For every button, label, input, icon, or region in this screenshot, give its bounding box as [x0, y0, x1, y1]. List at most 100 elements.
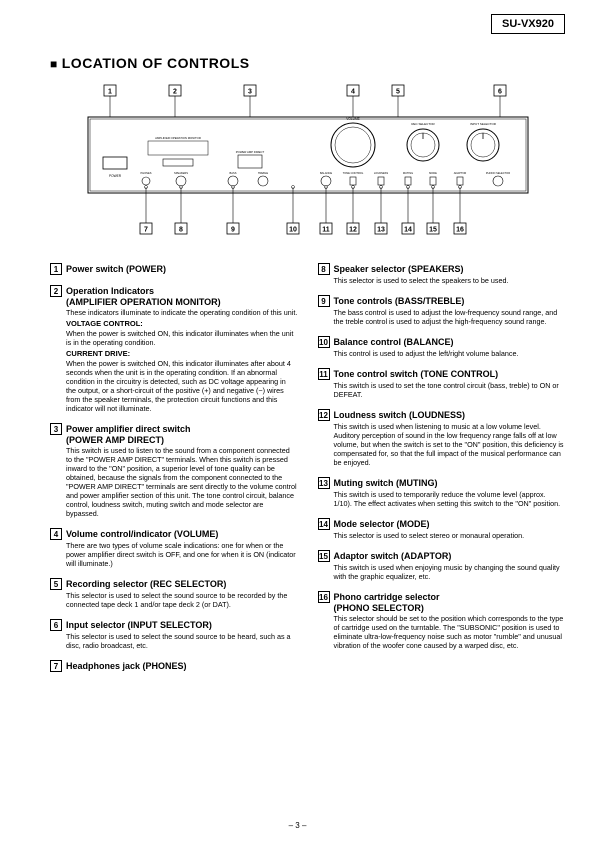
item-description: This switch is used when listening to mu…	[334, 422, 566, 467]
item-number-box: 14	[318, 518, 330, 530]
control-item-11: 11Tone control switch (TONE CONTROL)This…	[318, 368, 566, 399]
svg-text:3: 3	[248, 89, 252, 96]
item-title-text: Loudness switch (LOUDNESS)	[334, 410, 466, 420]
item-title-text: Tone controls (BASS/TREBLE)	[334, 296, 465, 306]
item-subtitle: (AMPLIFIER OPERATION MONITOR)	[66, 297, 298, 307]
item-number-box: 10	[318, 336, 330, 348]
item-title: 3 Power amplifier direct switch	[50, 423, 298, 435]
control-item-14: 14Mode selector (MODE)This selector is u…	[318, 518, 566, 540]
control-item-10: 10Balance control (BALANCE)This control …	[318, 336, 566, 358]
item-number-box: 7	[50, 660, 62, 672]
content-columns: 1Power switch (POWER) 2 Operation Indicato…	[50, 263, 565, 682]
page-title: ■LOCATION OF CONTROLS	[50, 55, 565, 71]
item-description: This selector is used to select the soun…	[66, 632, 298, 650]
item-block-text: When the power is switched ON, this indi…	[66, 359, 298, 413]
svg-text:LOUDNESS: LOUDNESS	[373, 171, 388, 175]
model-number-box: SU-VX920	[491, 14, 565, 34]
control-item-3: 3Power amplifier direct switch(POWER AMP…	[50, 423, 298, 518]
item-description: This selector is used to select stereo o…	[334, 531, 566, 540]
svg-text:INPUT SELECTOR: INPUT SELECTOR	[470, 122, 497, 126]
control-item-1: 1Power switch (POWER)	[50, 263, 298, 275]
item-number-box: 2	[50, 285, 62, 297]
item-title: 5Recording selector (REC SELECTOR)	[50, 578, 298, 590]
left-column: 1Power switch (POWER) 2 Operation Indicato…	[50, 263, 298, 682]
control-item-9: 9 Tone controls (BASS/TREBLE) The bass con…	[318, 295, 566, 326]
item-number-box: 3	[50, 423, 62, 435]
item-title: 15 Adaptor switch (ADAPTOR)	[318, 550, 566, 562]
right-column: 8 Speaker selector (SPEAKERS) This selecto…	[318, 263, 566, 682]
item-title: 14Mode selector (MODE)	[318, 518, 566, 530]
svg-text:10: 10	[289, 227, 297, 234]
item-title-text: Adaptor switch (ADAPTOR)	[334, 551, 452, 561]
item-title-text: Recording selector (REC SELECTOR)	[66, 579, 226, 589]
svg-text:REC SELECTOR: REC SELECTOR	[411, 122, 435, 126]
svg-text:7: 7	[144, 227, 148, 234]
item-title: 9 Tone controls (BASS/TREBLE)	[318, 295, 566, 307]
svg-text:PHONES: PHONES	[140, 171, 151, 175]
item-number-box: 9	[318, 295, 330, 307]
svg-text:4: 4	[351, 89, 355, 96]
item-block-heading: VOLTAGE CONTROL:	[66, 319, 298, 328]
item-title-text: Tone control switch (TONE CONTROL)	[334, 369, 499, 379]
page-number: – 3 –	[0, 821, 595, 830]
svg-text:MODE: MODE	[429, 171, 437, 175]
svg-text:12: 12	[349, 227, 357, 234]
item-number-box: 16	[318, 591, 330, 603]
svg-text:POWER AMP DIRECT: POWER AMP DIRECT	[235, 150, 264, 154]
svg-text:9: 9	[231, 227, 235, 234]
svg-text:13: 13	[377, 227, 385, 234]
item-subtitle: (PHONO SELECTOR)	[334, 603, 566, 613]
svg-text:6: 6	[498, 89, 502, 96]
control-item-8: 8 Speaker selector (SPEAKERS) This selecto…	[318, 263, 566, 285]
svg-text:5: 5	[396, 89, 400, 96]
item-number-box: 15	[318, 550, 330, 562]
item-description: There are two types of volume scale indi…	[66, 541, 298, 568]
control-item-6: 6 Input selector (INPUT SELECTOR) This sel…	[50, 619, 298, 650]
svg-text:VOLUME: VOLUME	[346, 117, 359, 121]
item-title: 8 Speaker selector (SPEAKERS)	[318, 263, 566, 275]
item-number-box: 8	[318, 263, 330, 275]
item-title-text: Input selector (INPUT SELECTOR)	[66, 620, 212, 630]
item-title-text: Balance control (BALANCE)	[334, 337, 454, 347]
item-block-heading: CURRENT DRIVE:	[66, 349, 298, 358]
item-description: This switch is used to set the tone cont…	[334, 381, 566, 399]
item-description: This switch is used to listen to the sou…	[66, 446, 298, 518]
svg-text:1: 1	[108, 89, 112, 96]
item-description: The bass control is used to adjust the l…	[334, 308, 566, 326]
control-item-15: 15 Adaptor switch (ADAPTOR) This switch is…	[318, 550, 566, 581]
item-title-text: Operation Indicators	[66, 286, 154, 296]
item-title-text: Power switch (POWER)	[66, 264, 166, 274]
svg-text:POWER: POWER	[108, 174, 121, 178]
item-title: 2 Operation Indicators	[50, 285, 298, 297]
item-number-box: 12	[318, 409, 330, 421]
item-title: 13 Muting switch (MUTING)	[318, 477, 566, 489]
svg-text:TONE CONTROL: TONE CONTROL	[342, 171, 363, 175]
item-title-text: Muting switch (MUTING)	[334, 478, 438, 488]
controls-diagram: 123456 POWER AMPLIFIER OPERATION MONITOR…	[68, 83, 548, 243]
item-title-text: Phono cartridge selector	[334, 592, 440, 602]
item-number-box: 6	[50, 619, 62, 631]
svg-text:BALANCE: BALANCE	[319, 171, 331, 175]
control-item-2: 2 Operation Indicators(AMPLIFIER OPERATIO…	[50, 285, 298, 413]
svg-text:8: 8	[179, 227, 183, 234]
item-title: 12 Loudness switch (LOUDNESS)	[318, 409, 566, 421]
item-description: This switch is used when enjoying music …	[334, 563, 566, 581]
item-description: This selector is used to select the spea…	[334, 276, 566, 285]
svg-text:TREBLE: TREBLE	[257, 171, 267, 175]
svg-text:PHONO SELECTOR: PHONO SELECTOR	[485, 171, 509, 175]
item-title: 10 Balance control (BALANCE)	[318, 336, 566, 348]
svg-text:15: 15	[429, 227, 437, 234]
item-title: 4Volume control/indicator (VOLUME)	[50, 528, 298, 540]
svg-text:11: 11	[322, 227, 330, 234]
item-title-text: Speaker selector (SPEAKERS)	[334, 264, 464, 274]
item-block-text: When the power is switched ON, this indi…	[66, 329, 298, 347]
item-title-text: Headphones jack (PHONES)	[66, 661, 187, 671]
item-title: 7 Headphones jack (PHONES)	[50, 660, 298, 672]
item-number-box: 4	[50, 528, 62, 540]
control-item-4: 4Volume control/indicator (VOLUME)There …	[50, 528, 298, 568]
item-description: This selector is used to select the soun…	[66, 591, 298, 609]
item-number-box: 13	[318, 477, 330, 489]
title-square-icon: ■	[50, 57, 58, 71]
item-title: 1Power switch (POWER)	[50, 263, 298, 275]
item-title-text: Power amplifier direct switch	[66, 424, 191, 434]
